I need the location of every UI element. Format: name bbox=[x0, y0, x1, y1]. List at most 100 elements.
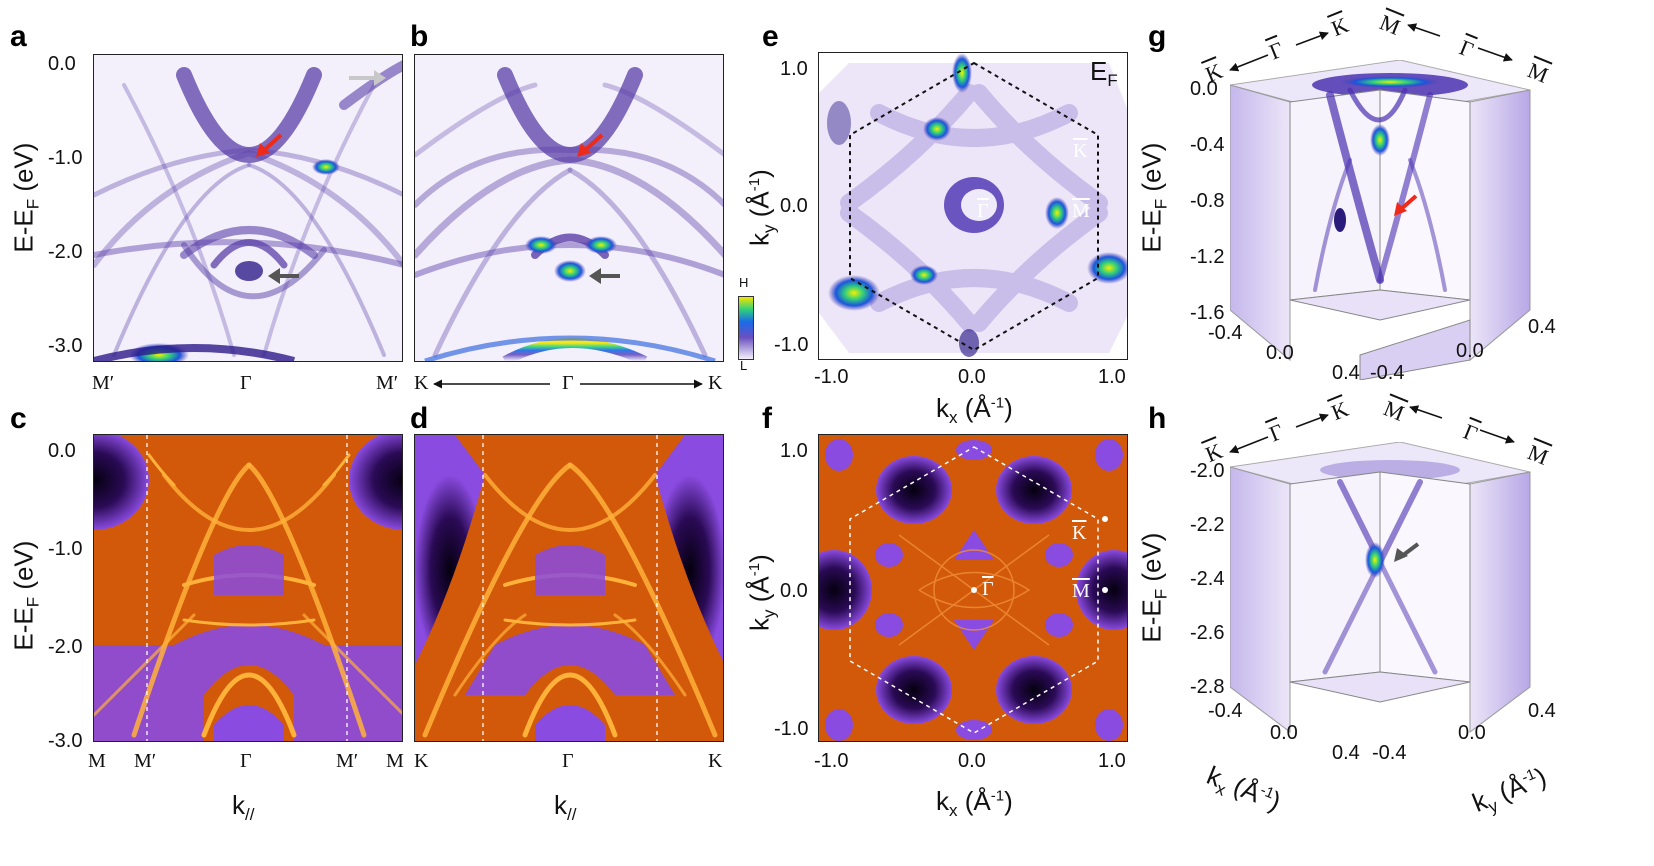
xlabel-sub: x bbox=[949, 408, 958, 428]
panel-f-map bbox=[819, 439, 1127, 741]
colorbar-high-label: H bbox=[739, 275, 749, 290]
ylabel-sub: F bbox=[1151, 198, 1171, 210]
ylabel-unit: (eV) bbox=[1136, 142, 1167, 199]
red-arrow-g bbox=[1394, 194, 1418, 216]
panel-f-calc-map bbox=[818, 434, 1128, 742]
xlabel-text: k bbox=[936, 393, 949, 423]
panel-e-bz-gamma: Γ bbox=[977, 200, 989, 222]
ylabel-unit: (eV) bbox=[1136, 532, 1167, 589]
panel-h-etick-2: -2.4 bbox=[1190, 568, 1225, 590]
panel-f-ytick-2: -1.0 bbox=[774, 718, 809, 740]
panel-g-kxtick-2: 0.4 bbox=[1332, 362, 1360, 384]
panel-g-top-arrows bbox=[1229, 23, 1513, 72]
panel-a-arpes-plot bbox=[93, 54, 403, 362]
panel-a-ytick-3: -3.0 bbox=[48, 335, 83, 357]
colorbar bbox=[738, 296, 754, 360]
panel-letter-b: b bbox=[410, 20, 429, 53]
panel-b-xsym-1: Γ bbox=[562, 372, 574, 394]
panel-letter-d: d bbox=[410, 402, 429, 435]
panel-d-xsym-1: Γ bbox=[562, 750, 574, 772]
panel-c-xsym-4: M bbox=[386, 750, 404, 772]
ylabel-sup: -1 bbox=[745, 562, 763, 577]
panel-e-xtick-1: 0.0 bbox=[958, 366, 986, 388]
panel-a-ytick-1: -1.0 bbox=[48, 147, 83, 169]
ylabel-sub: F bbox=[23, 596, 43, 608]
panel-e-ytick-1: 0.0 bbox=[780, 195, 808, 217]
ylabel-unit: (Å bbox=[744, 576, 775, 610]
panel-h-etick-3: -2.6 bbox=[1190, 622, 1225, 644]
xlabel-close: ) bbox=[1004, 786, 1013, 816]
panel-e-ytick-2: -1.0 bbox=[774, 334, 809, 356]
panel-c-ytick-2: -2.0 bbox=[48, 636, 83, 658]
panel-g-kytick-2: 0.4 bbox=[1528, 316, 1556, 338]
panel-g-etick-1: -0.4 bbox=[1190, 134, 1225, 156]
panel-f-bz-gamma: Γ bbox=[982, 578, 994, 600]
panel-d-xsym-0: K bbox=[414, 750, 429, 772]
ylabel-unit: (eV) bbox=[8, 142, 39, 199]
panel-f-ytick-1: 0.0 bbox=[780, 580, 808, 602]
panel-h-ky-axis-title: ky (Å-1) bbox=[1468, 761, 1552, 822]
ylabel-sub: F bbox=[1151, 588, 1171, 600]
panel-h-cube bbox=[1230, 442, 1531, 733]
red-arrow-a bbox=[256, 133, 283, 157]
panel-g-etick-2: -0.8 bbox=[1190, 190, 1225, 212]
panel-c-y-axis-title: E-EF (eV) bbox=[8, 516, 43, 676]
panel-c-calc-plot bbox=[93, 434, 403, 742]
panel-letter-e: e bbox=[762, 20, 779, 53]
xlabel-close: ) bbox=[1004, 393, 1013, 423]
ylabel-close: ) bbox=[744, 169, 775, 178]
ylabel-sub: y bbox=[759, 609, 779, 618]
panel-f-bz-m: M bbox=[1072, 580, 1090, 602]
xlabel-sub: // bbox=[567, 805, 577, 825]
ylabel-text: k bbox=[744, 232, 775, 246]
ylabel-text: E-E bbox=[1136, 209, 1167, 253]
panel-e-map bbox=[819, 53, 1127, 357]
xlabel-sub: x bbox=[949, 801, 958, 821]
gray-arrow-a bbox=[268, 268, 299, 284]
xlabel-unit: (Å bbox=[957, 393, 991, 423]
ylabel-close: ) bbox=[744, 554, 775, 563]
ylabel-sub: F bbox=[23, 198, 43, 210]
panel-g-kytick-1: 0.0 bbox=[1456, 340, 1484, 362]
panel-letter-g: g bbox=[1148, 20, 1167, 53]
panel-b-arpes-plot bbox=[414, 54, 724, 362]
ylabel-unit: (eV) bbox=[8, 540, 39, 597]
panel-c-xsym-0: M bbox=[88, 750, 106, 772]
panel-h-kxtick-0: -0.4 bbox=[1208, 700, 1243, 722]
panel-d-xsym-2: K bbox=[708, 750, 723, 772]
panel-g-kytick-0: -0.4 bbox=[1370, 362, 1405, 384]
panel-h-kx-axis-title: kx (Å-1) bbox=[1201, 760, 1285, 821]
panel-f-y-axis-title: ky (Å-1) bbox=[744, 513, 779, 673]
panel-letter-f: f bbox=[762, 402, 772, 435]
panel-g-kxtick-1: 0.0 bbox=[1266, 342, 1294, 364]
panel-a-ytick-0: 0.0 bbox=[48, 53, 76, 75]
panel-h-y-axis-title: E-EF (eV) bbox=[1136, 508, 1171, 668]
xlabel-text: k bbox=[936, 786, 949, 816]
panel-d-bands bbox=[415, 435, 723, 741]
panel-c-xsym-2: Γ bbox=[240, 750, 252, 772]
panel-g-etick-0: 0.0 bbox=[1190, 78, 1218, 100]
panel-c-ytick-0: 0.0 bbox=[48, 440, 76, 462]
panel-e-fermi-map bbox=[818, 52, 1128, 360]
panel-g-kxtick-0: -0.4 bbox=[1208, 322, 1243, 344]
colorbar-low-label: L bbox=[740, 358, 748, 373]
panel-h-kytick-2: 0.4 bbox=[1528, 700, 1556, 722]
panel-d-x-axis-title: k// bbox=[554, 790, 576, 825]
ylabel-unit: (Å bbox=[744, 191, 775, 225]
panel-e-bz-m: M bbox=[1072, 200, 1090, 222]
panel-a-xsym-0: M′ bbox=[92, 372, 115, 394]
panel-e-corner-label: EF bbox=[1090, 56, 1118, 91]
panel-h-etick-0: -2.0 bbox=[1190, 460, 1225, 482]
gray-arrow-h bbox=[1394, 542, 1420, 562]
ylabel-text: E-E bbox=[1136, 599, 1167, 643]
panel-e-y-axis-title: ky (Å-1) bbox=[744, 128, 779, 288]
ylabel-sub: y bbox=[759, 224, 779, 233]
panel-f-xtick-1: 0.0 bbox=[958, 750, 986, 772]
ylabel-sup: -1 bbox=[745, 177, 763, 192]
panel-h-etick-1: -2.2 bbox=[1190, 514, 1225, 536]
panel-g-etick-3: -1.2 bbox=[1190, 246, 1225, 268]
panel-c-xsym-1: M′ bbox=[134, 750, 157, 772]
panel-h-kytick-1: 0.0 bbox=[1458, 722, 1486, 744]
panel-g-cube bbox=[1230, 60, 1531, 380]
ylabel-text: E-E bbox=[8, 607, 39, 651]
